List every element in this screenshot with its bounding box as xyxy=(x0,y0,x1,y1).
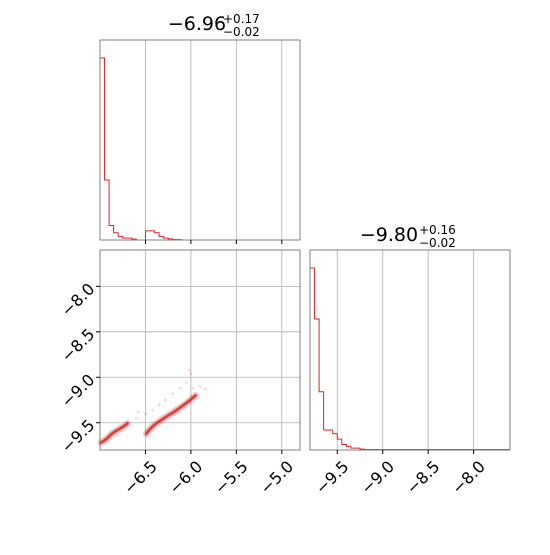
scatter-point xyxy=(184,381,188,385)
scatter-2d-x-tick-label: −6.5 xyxy=(120,457,161,498)
scatter-2d-ticks xyxy=(96,285,283,454)
histogram-param-2-x-tick-label: −8.5 xyxy=(403,457,444,498)
histogram-param-2-x-tick-labels: −9.5 −9.0 −8.5 −8.0 xyxy=(312,457,489,498)
scatter-point xyxy=(204,387,207,391)
title-2-upper-error: +0.16 xyxy=(419,223,456,237)
scatter-point xyxy=(189,372,193,376)
histogram-param-1-grid xyxy=(145,40,283,240)
title-2-lower-error: −0.02 xyxy=(419,236,456,250)
scatter-point xyxy=(144,412,147,416)
scatter-point xyxy=(157,403,161,406)
title-1-lower-error: −0.02 xyxy=(223,25,260,39)
histogram-param-2-grid xyxy=(336,250,475,450)
scatter-point xyxy=(191,386,195,390)
histogram-param-2-line xyxy=(309,267,511,450)
contour-inner-1 xyxy=(145,394,197,435)
scatter-2d-x-tick-labels: −6.5 −6.0 −5.5 −5.0 xyxy=(120,457,297,498)
scatter-2d-x-tick-label: −5.0 xyxy=(256,457,297,498)
scatter-2d-y-tick-labels: −8.0 −8.5−9.0 −9.5 xyxy=(57,279,98,456)
scatter-point xyxy=(171,392,175,396)
scatter-2d-x-tick-label: −5.5 xyxy=(211,457,252,498)
histogram-param-1-frame xyxy=(99,39,301,241)
histogram-param-2-x-tick-label: −9.5 xyxy=(312,457,353,498)
scatter-2d-y-tick-label: −8.5 xyxy=(57,325,98,366)
scatter-point xyxy=(136,410,140,414)
scatter-2d-grid xyxy=(100,250,300,450)
scatter-2d-y-tick-label: −8.0 xyxy=(57,279,98,320)
scatter-point xyxy=(187,368,191,372)
scatter-2d-x-tick-label: −6.0 xyxy=(165,457,206,498)
scatter-2d-y-tick-label: −9.5 xyxy=(57,416,98,457)
histogram-param-2: −9.5 −9.0 −8.5 −8.0 −9.80 +0.16 −0.02 xyxy=(309,223,511,498)
title-1-upper-error: +0.17 xyxy=(223,12,260,26)
histogram-param-1-title: −6.96 xyxy=(168,13,226,35)
scatter-2d-contours xyxy=(97,391,199,447)
title-2-value: −9.80 xyxy=(360,224,418,246)
scatter-point xyxy=(164,398,167,402)
histogram-param-2-x-tick-label: −8.0 xyxy=(448,457,489,498)
scatter-point xyxy=(198,384,202,388)
scatter-2d-y-tick-label: −9.0 xyxy=(57,370,98,411)
histogram-param-1: −6.96 +0.17 −0.02 xyxy=(99,12,301,244)
scatter-point xyxy=(134,416,138,420)
scatter-point xyxy=(178,386,182,390)
histogram-param-1-ticks xyxy=(144,240,283,244)
histogram-param-2-ticks xyxy=(336,450,475,454)
histogram-param-2-frame xyxy=(309,249,511,451)
scatter-2d: −6.5 −6.0 −5.5 −5.0 −8.0 −8.5−9.0 −9.5 xyxy=(57,249,301,498)
scatter-point xyxy=(151,408,155,412)
contour-inner-0 xyxy=(100,422,128,444)
title-1-value: −6.96 xyxy=(168,13,226,35)
histogram-param-1-line xyxy=(99,57,300,241)
scatter-2d-frame xyxy=(99,249,301,451)
histogram-param-2-x-tick-label: −9.0 xyxy=(357,457,398,498)
histogram-param-2-title: −9.80 xyxy=(360,224,418,246)
scatter-2d-points xyxy=(125,368,207,425)
